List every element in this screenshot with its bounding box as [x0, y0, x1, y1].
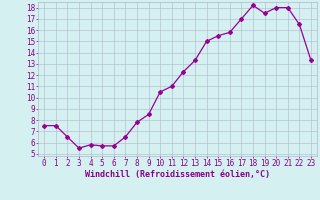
X-axis label: Windchill (Refroidissement éolien,°C): Windchill (Refroidissement éolien,°C): [85, 170, 270, 179]
